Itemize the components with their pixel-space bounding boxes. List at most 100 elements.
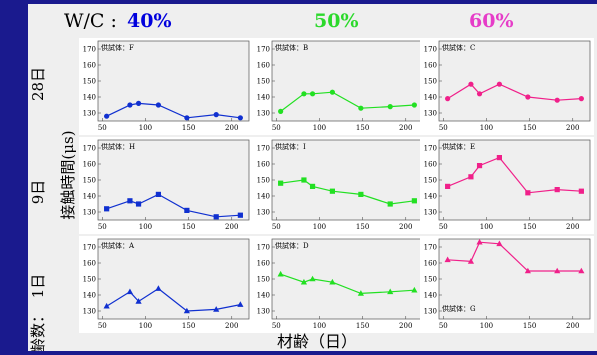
- data-point: [309, 275, 316, 282]
- y-tick-label: 170: [83, 244, 96, 252]
- y-tick-label: 130: [257, 308, 270, 316]
- x-tick-label: 150: [523, 223, 536, 231]
- data-point: [301, 177, 307, 183]
- data-point: [411, 102, 417, 108]
- data-point: [237, 115, 243, 121]
- x-tick-label: 150: [356, 124, 369, 132]
- data-point: [357, 290, 364, 296]
- panel-9: 130 140 150 160 170 50 100 150 200 供試体：G: [420, 236, 594, 333]
- y-tick-label: 160: [83, 62, 96, 70]
- y-tick-label: 130: [424, 209, 437, 217]
- data-point: [329, 89, 335, 95]
- y-tick-label: 170: [83, 145, 96, 153]
- data-point: [445, 96, 451, 102]
- data-point: [387, 288, 394, 295]
- data-point: [213, 112, 219, 118]
- row-label-1-day: 1日: [29, 274, 47, 299]
- age-axis-prefix: 材齢数：: [29, 308, 47, 351]
- data-point: [554, 267, 561, 274]
- y-tick-label: 140: [83, 292, 96, 300]
- data-point: [104, 113, 110, 119]
- y-tick-label: 150: [83, 276, 96, 284]
- data-point: [476, 163, 483, 169]
- row-label-9-days: 9日: [29, 180, 47, 205]
- data-point: [104, 206, 110, 212]
- data-point: [237, 301, 244, 307]
- axes-frame: [271, 139, 424, 221]
- y-tick-label: 170: [424, 145, 437, 153]
- y-tick-label: 170: [83, 46, 96, 54]
- x-tick-label: 100: [480, 322, 493, 330]
- specimen-label: 供試体：A: [101, 241, 135, 250]
- x-tick-label: 150: [523, 322, 536, 330]
- x-tick-label: 200: [399, 223, 412, 231]
- panel-1: 130 140 150 160 170 50 100 150 200 供試体：F: [79, 38, 253, 135]
- y-tick-label: 160: [83, 260, 96, 268]
- y-tick-label: 170: [424, 244, 437, 252]
- axes-frame: [438, 40, 591, 122]
- data-point: [358, 105, 364, 111]
- y-tick-label: 160: [257, 161, 270, 169]
- y-tick-label: 140: [257, 292, 270, 300]
- y-tick-label: 130: [83, 209, 96, 217]
- y-tick-label: 160: [424, 260, 437, 268]
- y-tick-label: 170: [257, 244, 270, 252]
- x-tick-label: 50: [439, 322, 448, 330]
- wc-60-label: 60%: [469, 10, 514, 32]
- data-point: [411, 286, 418, 293]
- y-tick-label: 150: [424, 177, 437, 185]
- x-tick-label: 100: [313, 223, 326, 231]
- y-tick-label: 140: [424, 292, 437, 300]
- data-point: [309, 91, 316, 97]
- x-tick-label: 200: [225, 223, 238, 231]
- data-point: [496, 155, 502, 161]
- y-tick-label: 130: [257, 209, 270, 217]
- data-point: [183, 307, 190, 314]
- y-tick-label: 150: [424, 276, 437, 284]
- x-tick-label: 100: [139, 322, 152, 330]
- data-point: [237, 212, 243, 218]
- axes-frame: [438, 238, 591, 320]
- y-tick-label: 130: [424, 110, 437, 118]
- data-point: [554, 187, 560, 193]
- data-point: [103, 302, 110, 309]
- panel-5: 130 140 150 160 170 50 100 150 200 供試体：I: [253, 137, 427, 234]
- x-tick-label: 200: [399, 124, 412, 132]
- x-tick-label: 200: [566, 322, 579, 330]
- panel-3: 130 140 150 160 170 50 100 150 200 供試体：C: [420, 38, 594, 135]
- y-tick-label: 160: [257, 260, 270, 268]
- y-tick-label: 140: [83, 94, 96, 102]
- x-tick-label: 100: [139, 124, 152, 132]
- wc-50-label: 50%: [314, 10, 359, 32]
- y-tick-label: 140: [83, 193, 96, 201]
- y-tick-label: 140: [257, 94, 270, 102]
- panel-grid: 130 140 150 160 170 50 100 150 200 供試体：F 130 140 150…: [79, 38, 594, 333]
- y-tick-label: 150: [257, 78, 270, 86]
- x-tick-label: 100: [480, 223, 493, 231]
- data-point: [329, 278, 336, 285]
- data-point: [525, 94, 531, 100]
- y-tick-label: 160: [83, 161, 96, 169]
- y-tick-label: 140: [257, 193, 270, 201]
- specimen-label: 供試体：I: [275, 142, 306, 151]
- data-point: [213, 306, 220, 312]
- data-point: [554, 97, 560, 103]
- x-tick-label: 150: [356, 223, 369, 231]
- panel-4: 130 140 150 160 170 50 100 150 200 供試体：H: [79, 137, 253, 234]
- specimen-label: 供試体：E: [442, 142, 475, 151]
- data-point: [467, 258, 475, 264]
- y-tick-label: 170: [257, 46, 270, 54]
- x-tick-label: 100: [313, 322, 326, 330]
- y-tick-label: 140: [424, 94, 437, 102]
- x-tick-label: 50: [439, 223, 448, 231]
- y-tick-label: 170: [257, 145, 270, 153]
- data-point: [309, 183, 316, 189]
- x-tick-label: 200: [566, 124, 579, 132]
- y-axis-label: 接触時間(μs): [59, 130, 77, 219]
- data-point: [468, 81, 474, 87]
- data-point: [578, 96, 584, 102]
- data-point: [468, 174, 474, 180]
- x-tick-label: 150: [356, 322, 369, 330]
- y-tick-label: 150: [83, 177, 96, 185]
